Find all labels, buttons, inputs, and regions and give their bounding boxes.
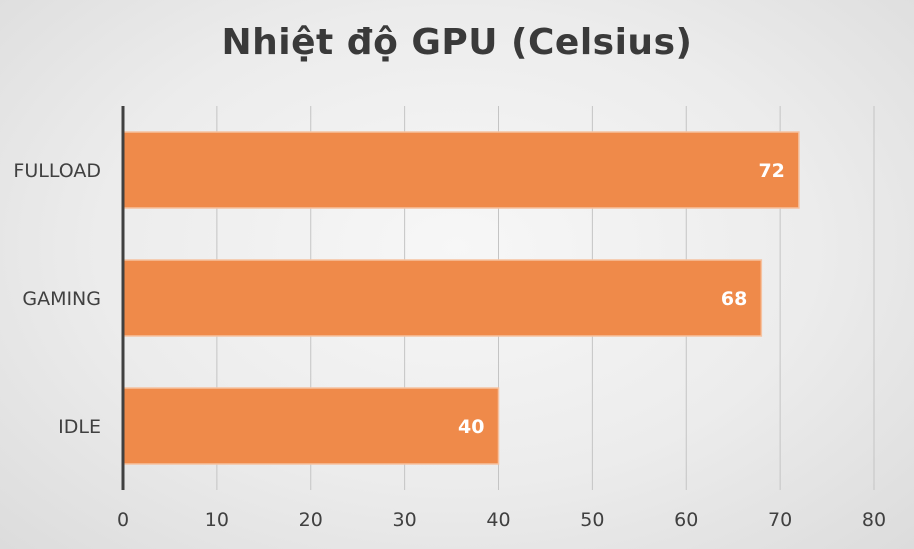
x-tick-label-30: 30 [393, 509, 417, 531]
x-tick-label-60: 60 [674, 509, 698, 531]
chart-title: Nhiệt độ GPU (Celsius) [221, 22, 693, 63]
x-tick-label-70: 70 [768, 509, 792, 531]
data-label-fulload: 72 [758, 160, 784, 182]
category-label-gaming: GAMING [22, 288, 101, 310]
data-label-gaming: 68 [721, 288, 747, 310]
category-label-fulload: FULLOAD [13, 160, 101, 182]
bars [122, 131, 800, 465]
x-tick-label-10: 10 [205, 509, 229, 531]
x-tick-label-20: 20 [299, 509, 323, 531]
labels: 0 10 20 30 40 50 60 70 80 FULLOAD 72 GAMING 68 IDLE 40 [13, 160, 886, 531]
x-tick-label-80: 80 [862, 509, 886, 531]
x-tick-label-0: 0 [117, 509, 129, 531]
x-tick-label-50: 50 [580, 509, 604, 531]
category-label-idle: IDLE [58, 416, 101, 438]
bar-fulload [122, 131, 800, 209]
data-label-idle: 40 [458, 416, 484, 438]
bar-gaming [122, 259, 763, 337]
bar-idle [122, 387, 500, 465]
x-tick-label-40: 40 [486, 509, 510, 531]
